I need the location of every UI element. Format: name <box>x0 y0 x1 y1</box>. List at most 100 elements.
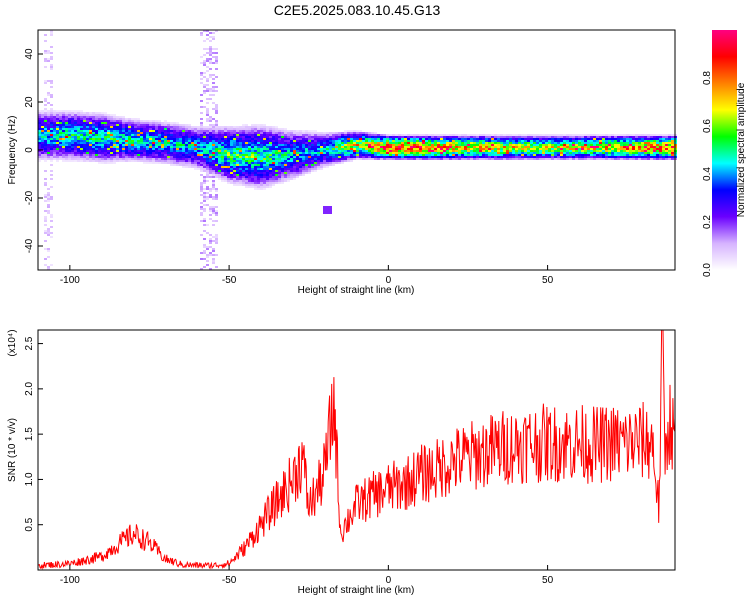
heatmap-cell <box>476 148 479 150</box>
heatmap-cell <box>617 138 620 140</box>
heatmap-cell <box>407 144 410 146</box>
heatmap-cell <box>623 152 626 154</box>
heatmap-cell <box>227 132 230 134</box>
heatmap-cell <box>404 156 407 158</box>
heatmap-cell <box>236 176 239 178</box>
heatmap-cell <box>212 56 215 58</box>
heatmap-cell <box>461 156 464 158</box>
heatmap-cell <box>50 198 53 200</box>
heatmap-cell <box>299 160 302 162</box>
heatmap-cell <box>311 132 314 134</box>
heatmap-cell <box>239 146 242 148</box>
heatmap-cell <box>299 164 302 166</box>
heatmap-cell <box>209 148 212 150</box>
heatmap-cell <box>80 138 83 140</box>
heatmap-cell <box>269 180 272 182</box>
heatmap-cell <box>575 144 578 146</box>
heatmap-cell <box>413 144 416 146</box>
heatmap-cell <box>566 142 569 144</box>
heatmap-cell <box>209 142 212 144</box>
heatmap-cell <box>209 160 212 162</box>
heatmap-cell <box>185 138 188 140</box>
heatmap-cell <box>617 136 620 138</box>
heatmap-cell <box>215 108 218 110</box>
heatmap-cell <box>317 156 320 158</box>
heatmap-cell <box>341 150 344 152</box>
heatmap-cell <box>632 154 635 156</box>
heatmap-cell <box>428 150 431 152</box>
heatmap-cell <box>623 144 626 146</box>
heatmap-cell <box>482 142 485 144</box>
heatmap-cell <box>188 156 191 158</box>
heatmap-cell <box>308 142 311 144</box>
heatmap-cell <box>671 144 674 146</box>
heatmap-cell <box>587 138 590 140</box>
heatmap-cell <box>44 122 47 124</box>
heatmap-cell <box>311 140 314 142</box>
heatmap-cell <box>185 166 188 168</box>
heatmap-cell <box>302 130 305 132</box>
heatmap-cell <box>95 132 98 134</box>
heatmap-cell <box>239 148 242 150</box>
y-tick-label: -20 <box>24 190 35 205</box>
heatmap-cell <box>224 130 227 132</box>
heatmap-cell <box>320 160 323 162</box>
heatmap-cell <box>566 154 569 156</box>
heatmap-cell <box>134 146 137 148</box>
heatmap-cell <box>296 138 299 140</box>
heatmap-cell <box>227 138 230 140</box>
heatmap-cell <box>365 138 368 140</box>
heatmap-cell <box>317 134 320 136</box>
heatmap-cell <box>269 134 272 136</box>
heatmap-cell <box>125 158 128 160</box>
heatmap-cell <box>419 142 422 144</box>
heatmap-cell <box>44 60 47 62</box>
heatmap-cell <box>80 116 83 118</box>
heatmap-cell <box>65 122 68 124</box>
heatmap-cell <box>593 152 596 154</box>
heatmap-cell <box>41 150 44 152</box>
heatmap-cell <box>380 150 383 152</box>
heatmap-cell <box>200 184 203 186</box>
heatmap-cell <box>206 142 209 144</box>
heatmap-cell <box>146 162 149 164</box>
heatmap-cell <box>65 158 68 160</box>
heatmap-cell <box>536 152 539 154</box>
heatmap-cell <box>275 182 278 184</box>
heatmap-cell <box>212 176 215 178</box>
heatmap-cell <box>104 112 107 114</box>
heatmap-cell <box>71 146 74 148</box>
heatmap-cell <box>308 168 311 170</box>
heatmap-cell <box>68 132 71 134</box>
heatmap-cell <box>626 156 629 158</box>
heatmap-cell <box>341 162 344 164</box>
heatmap-cell <box>638 152 641 154</box>
heatmap-cell <box>116 150 119 152</box>
heatmap-cell <box>59 128 62 130</box>
heatmap-cell <box>296 146 299 148</box>
heatmap-cell <box>101 156 104 158</box>
heatmap-cell <box>275 176 278 178</box>
heatmap-cell <box>668 142 671 144</box>
heatmap-cell <box>194 164 197 166</box>
heatmap-cell <box>653 156 656 158</box>
heatmap-cell <box>266 140 269 142</box>
heatmap-cell <box>344 156 347 158</box>
heatmap-cell <box>284 150 287 152</box>
heatmap-cell <box>464 136 467 138</box>
heatmap-cell <box>179 148 182 150</box>
heatmap-cell <box>68 136 71 138</box>
heatmap-cell <box>482 146 485 148</box>
heatmap-cell <box>65 154 68 156</box>
heatmap-cell <box>416 136 419 138</box>
heatmap-cell <box>44 126 47 128</box>
heatmap-cell <box>227 170 230 172</box>
heatmap-cell <box>215 136 218 138</box>
heatmap-cell <box>602 156 605 158</box>
heatmap-cell <box>167 138 170 140</box>
heatmap-cell <box>218 164 221 166</box>
heatmap-cell <box>242 128 245 130</box>
heatmap-cell <box>500 158 503 160</box>
heatmap-cell <box>137 156 140 158</box>
heatmap-cell <box>626 136 629 138</box>
